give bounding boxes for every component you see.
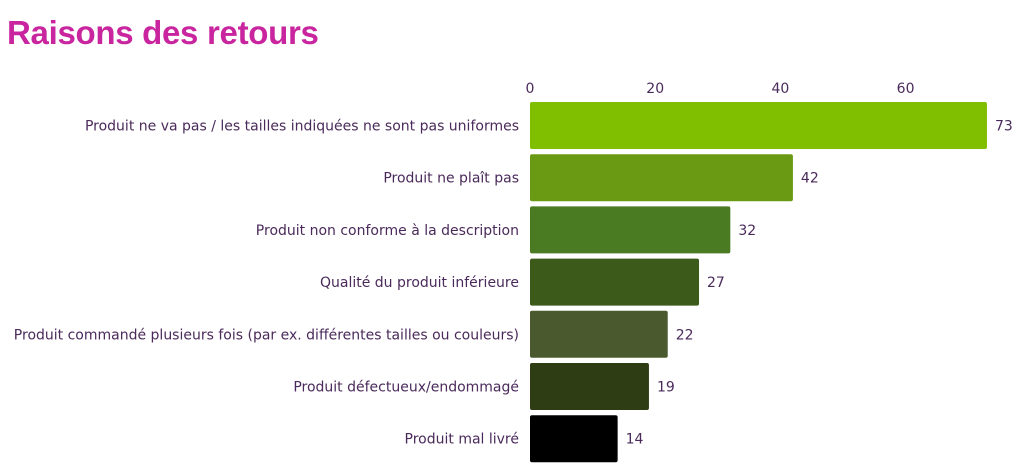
category-label: Produit commandé plusieurs fois (par ex.… [14,327,519,343]
bar [530,258,700,306]
x-tick-label: 60 [897,81,915,97]
category-label: Produit non conforme à la description [256,223,519,239]
x-tick-label: 40 [771,81,789,97]
value-label: 22 [676,327,694,343]
value-label: 32 [738,223,756,239]
bar [530,310,668,358]
bar [530,102,987,149]
category-label: Produit ne plaît pas [383,171,519,187]
bar [530,154,793,202]
value-label: 14 [626,432,644,448]
bar [530,415,618,463]
bar [530,363,649,410]
bar [530,206,731,254]
x-tick-label: 20 [646,81,664,97]
value-label: 27 [707,275,725,291]
value-label: 42 [801,171,819,187]
category-label: Produit mal livré [405,432,519,448]
chart-title: Raisons des retours [7,14,319,51]
category-label: Qualité du produit inférieure [320,275,519,291]
category-label: Produit défectueux/endommagé [293,380,519,396]
x-tick-label: 0 [526,81,535,97]
value-label: 19 [657,380,675,396]
category-label: Produit ne va pas / les tailles indiquée… [85,119,519,135]
value-label: 73 [995,119,1013,135]
